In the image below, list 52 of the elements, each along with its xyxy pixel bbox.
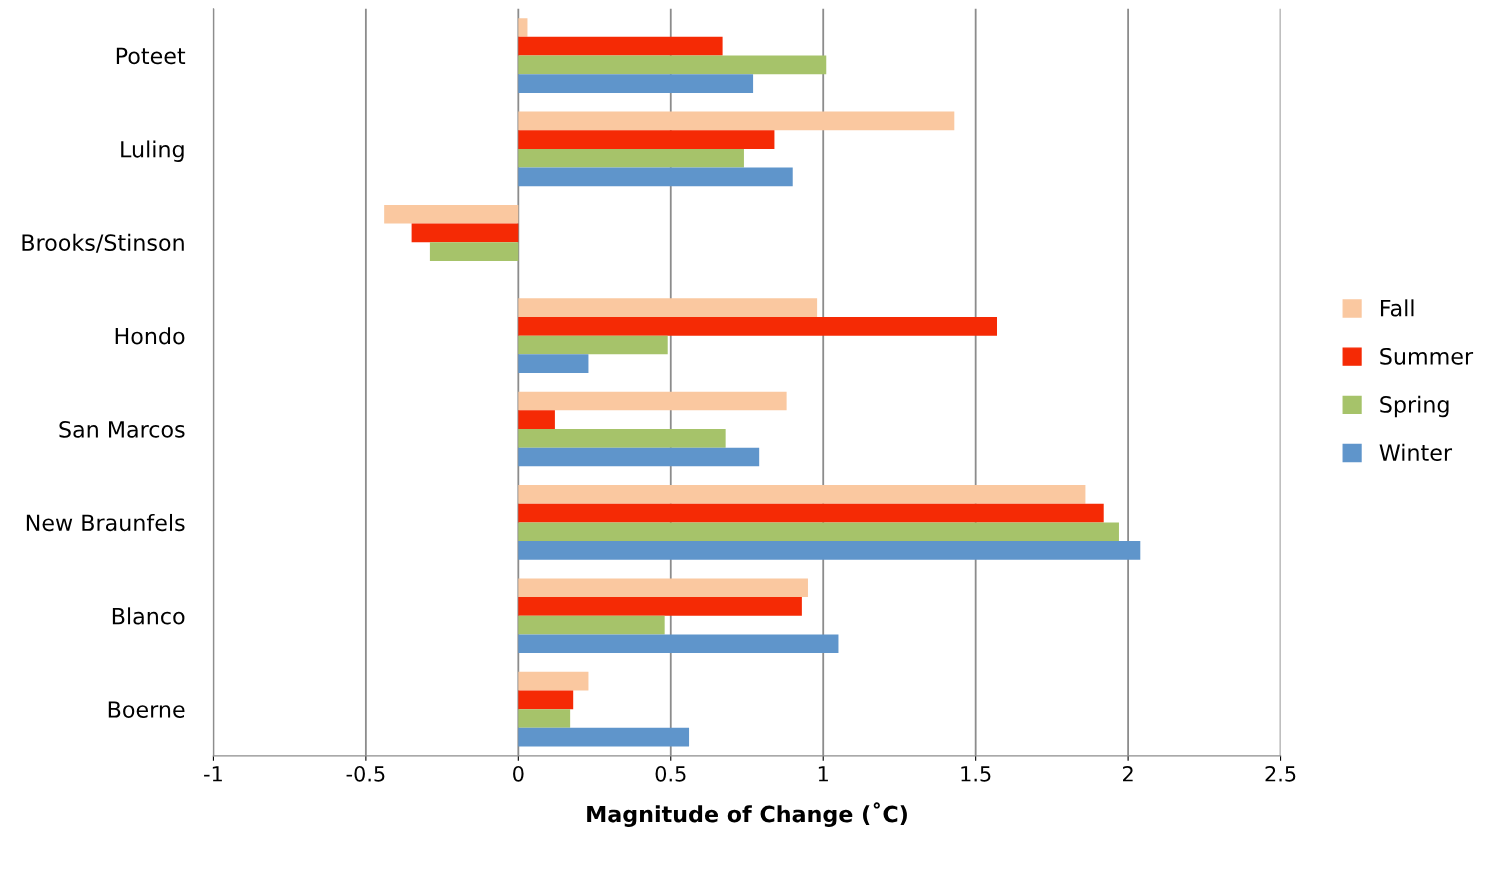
- legend-label: Winter: [1379, 443, 1453, 462]
- y-tick-label: Boerne: [108, 701, 185, 718]
- bar: [518, 615, 665, 635]
- bar: [518, 167, 793, 187]
- bar: [518, 130, 775, 149]
- y-tick-label: Brooks/Stinson: [22, 233, 184, 253]
- y-tick-label: Poteet: [116, 47, 186, 65]
- bar: [518, 148, 744, 168]
- x-tick-label: -0.5: [346, 765, 385, 782]
- bar: [518, 298, 818, 317]
- y-tick-label: San Marcos: [59, 420, 185, 438]
- bar: [518, 447, 760, 467]
- bar: [518, 55, 827, 75]
- bar: [518, 335, 668, 355]
- bar: [518, 503, 1104, 523]
- bar: [518, 690, 574, 710]
- bar: [518, 74, 754, 93]
- y-tick-label: Blanco: [112, 607, 185, 625]
- bar: [518, 671, 589, 691]
- bar: [518, 578, 808, 598]
- bar: [411, 223, 519, 243]
- y-tick-label: New Braunfels: [26, 513, 185, 532]
- bar: [518, 727, 690, 747]
- x-tick-label: 0: [513, 765, 524, 782]
- bar: [518, 391, 787, 411]
- x-tick-label: 0.5: [655, 765, 686, 782]
- bar: [518, 709, 571, 728]
- bar: [518, 354, 589, 373]
- bar: [518, 485, 1086, 504]
- x-tick-label: -1: [204, 766, 222, 782]
- legend-label: Spring: [1380, 395, 1449, 418]
- x-tick-label: 1: [818, 766, 828, 782]
- y-tick-label: Hondo: [115, 327, 185, 345]
- bar: [518, 541, 1141, 560]
- legend-label: Summer: [1380, 347, 1474, 365]
- y-tick-label: Luling: [121, 140, 184, 162]
- bar: [518, 634, 839, 654]
- bar: [384, 204, 519, 224]
- bar: [518, 111, 955, 131]
- x-tick-label: 2.5: [1265, 765, 1296, 782]
- bar: [429, 242, 519, 261]
- bar: [518, 410, 555, 430]
- bar: [518, 316, 997, 336]
- bar: [518, 597, 802, 616]
- legend-label: Fall: [1380, 299, 1414, 317]
- x-axis-title: Magnitude of Change (˚C): [587, 802, 907, 827]
- bar: [518, 522, 1119, 542]
- bar: [518, 429, 726, 448]
- bar: [518, 36, 723, 56]
- x-tick-label: 2: [1123, 765, 1133, 782]
- x-tick-label: 1.5: [961, 766, 991, 782]
- bar: [518, 18, 528, 37]
